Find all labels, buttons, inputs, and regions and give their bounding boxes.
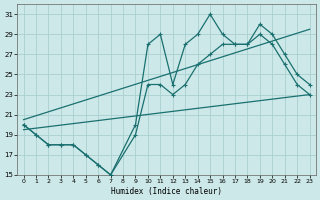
X-axis label: Humidex (Indice chaleur): Humidex (Indice chaleur) bbox=[111, 187, 222, 196]
